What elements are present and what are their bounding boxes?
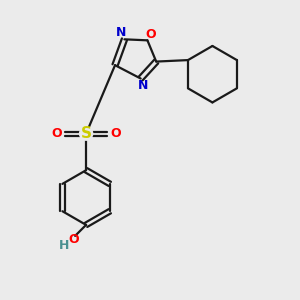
Text: S: S [81, 126, 92, 141]
Text: O: O [68, 233, 79, 246]
Circle shape [80, 127, 93, 140]
Text: N: N [137, 79, 148, 92]
Text: O: O [110, 127, 121, 140]
Text: H: H [59, 239, 70, 252]
Text: N: N [116, 26, 126, 39]
Text: O: O [146, 28, 157, 41]
Text: O: O [51, 127, 62, 140]
